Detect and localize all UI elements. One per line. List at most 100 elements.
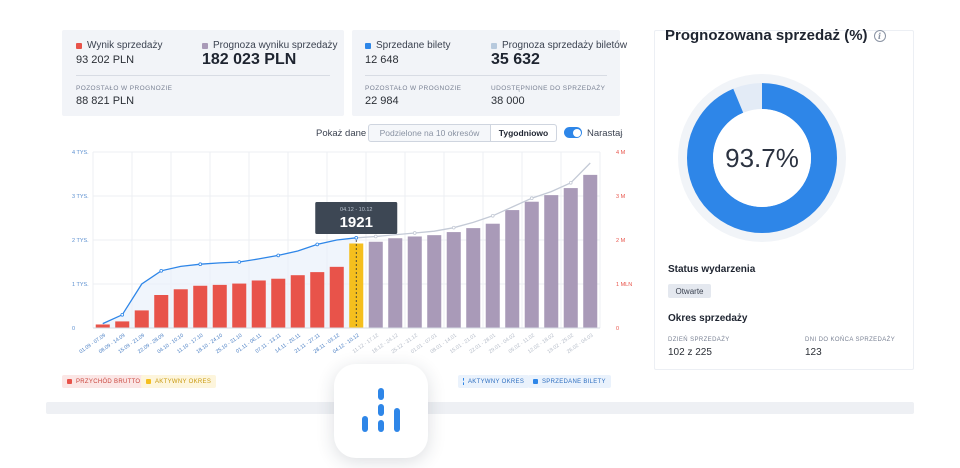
revenue-card-divider — [76, 75, 330, 76]
cumulative-toggle[interactable] — [564, 127, 582, 138]
legend-revenue-swatch — [67, 379, 72, 384]
tooltip-period: 04.12 - 10.12 — [340, 207, 372, 213]
tickets-sold-label: Sprzedane bilety — [365, 40, 451, 51]
days-left-label: Dni do końca sprzedaży — [805, 337, 896, 343]
app-icon-bar — [378, 404, 384, 416]
info-icon[interactable]: i — [873, 29, 886, 42]
tooltip-box — [315, 202, 398, 234]
tickets-point — [354, 236, 359, 240]
legend-revenue[interactable]: Przychód brutto — [62, 375, 146, 388]
bar-revenue — [95, 324, 110, 328]
y-axis-right-tick: 1 MLN — [616, 282, 632, 288]
app-icon-bar — [378, 388, 384, 400]
y-axis-left-tick: 1 TYS. — [72, 282, 89, 288]
option-weekly[interactable]: Tygodniowo — [490, 125, 556, 141]
revenue-result-label: Wynik sprzedaży — [76, 40, 163, 51]
y-axis-right-tick: 0 — [616, 326, 619, 332]
tickets-swatch — [365, 42, 371, 49]
tickets-forecast-point — [373, 234, 378, 239]
status-badge: Otwarte — [668, 284, 711, 298]
bar-forecast — [485, 223, 500, 328]
tickets-forecast-point — [451, 225, 456, 230]
revenue-forecast-label: Prognoza wyniku sprzedaży — [202, 40, 338, 51]
tickets-available-value: 38 000 — [491, 95, 525, 107]
tickets-forecast-point — [568, 180, 573, 185]
tickets-card: Sprzedane bilety 12 648 Prognoza sprzeda… — [352, 30, 627, 116]
sales-period-title: Okres sprzedaży — [668, 313, 748, 324]
legend-tickets[interactable]: Sprzedane bilety — [528, 375, 611, 388]
tickets-forecast-value: 35 632 — [491, 51, 540, 68]
bar-revenue — [329, 266, 344, 328]
revenue-card: Wynik sprzedaży 93 202 PLN Prognoza wyni… — [62, 30, 344, 116]
app-icon-bar — [394, 408, 400, 432]
bar-revenue — [310, 272, 325, 328]
legend-active-period[interactable]: Aktywny okres — [141, 375, 217, 388]
bar-revenue — [173, 289, 188, 328]
legend-active-swatch — [146, 379, 151, 384]
bar-revenue — [212, 284, 227, 328]
tickets-point — [120, 313, 125, 317]
tickets-point — [276, 253, 281, 258]
bar-forecast — [368, 241, 383, 328]
tickets-available-label: Udostępnione do sprzedaży — [491, 85, 606, 92]
tooltip-value: 1921 — [340, 214, 373, 231]
tickets-line — [102, 237, 357, 325]
tickets-forecast-swatch — [491, 42, 497, 49]
revenue-result-label-text: Wynik sprzedaży — [87, 40, 163, 51]
bar-forecast — [446, 232, 461, 328]
option-ten-periods[interactable]: Podzielone na 10 okresów — [379, 128, 480, 138]
tickets-forecast-point — [490, 214, 495, 218]
tickets-point — [237, 260, 242, 264]
bar-revenue — [290, 275, 305, 328]
legend-active-line-marker — [463, 378, 464, 385]
event-status-title: Status wydarzenia — [668, 264, 756, 275]
bar-forecast — [427, 235, 442, 328]
y-axis-left-tick: 0 — [72, 326, 75, 332]
y-axis-left-tick: 2 TYS. — [72, 238, 89, 244]
bar-forecast — [466, 228, 481, 328]
legend-tickets-label: Sprzedane bilety — [542, 378, 606, 385]
legend-active-period-line[interactable]: Aktywny okres — [458, 375, 530, 388]
forecast-donut: 93.7% — [678, 74, 846, 242]
revenue-remaining-value: 88 821 PLN — [76, 95, 135, 107]
y-axis-right-tick: 2 M — [616, 238, 626, 244]
tickets-forecast-label-text: Prognoza sprzedaży biletów — [502, 40, 628, 51]
sales-chart: 0 1 TYS. 2 TYS. 3 TYS. 4 TYS. 0 1 MLN 2 M 3 M 4 M… — [72, 150, 632, 355]
bar-forecast — [388, 238, 403, 328]
tickets-forecast-point — [412, 231, 417, 235]
revenue-remaining-label: Pozostało w prognozie — [76, 85, 173, 92]
donut-forecast-segment — [687, 83, 837, 233]
bar-chart-app-icon[interactable] — [334, 364, 428, 458]
bar-revenue — [232, 283, 247, 328]
show-data-label: Pokaż dane — [316, 128, 367, 139]
y-axis-left-tick: 3 TYS. — [72, 194, 89, 200]
bar-forecast — [524, 201, 539, 328]
app-icon-bar — [378, 420, 384, 432]
legend-active-line-label: Aktywny okres — [468, 378, 525, 385]
forecast-panel-title-text: Prognozowana sprzedaż (%) — [665, 27, 868, 44]
tickets-point — [315, 242, 320, 247]
tickets-forecast-line — [356, 162, 591, 239]
legend-active-label: Aktywny okres — [155, 378, 212, 385]
tickets-forecast-label: Prognoza sprzedaży biletów — [491, 40, 627, 51]
forecast-swatch — [202, 42, 208, 49]
bar-revenue — [271, 278, 286, 328]
revenue-forecast-label-text: Prognoza wyniku sprzedaży — [213, 40, 338, 51]
y-axis-left-tick: 4 TYS. — [72, 150, 89, 156]
tickets-remaining-value: 22 984 — [365, 95, 399, 107]
tickets-remaining-label: Pozostało w prognozie — [365, 85, 462, 92]
bar-revenue — [115, 321, 130, 328]
revenue-forecast-value: 182 023 PLN — [202, 51, 297, 68]
revenue-swatch — [76, 42, 82, 49]
bar-revenue — [251, 280, 266, 328]
bar-forecast — [583, 174, 598, 328]
legend-revenue-label: Przychód brutto — [76, 378, 141, 385]
tickets-sold-value: 12 648 — [365, 54, 399, 66]
days-left-value: 123 — [805, 347, 822, 358]
tickets-point — [198, 262, 203, 266]
tickets-forecast-point — [529, 196, 534, 200]
sales-day-value: 102 z 225 — [668, 347, 712, 358]
y-axis-right-tick: 4 M — [616, 150, 626, 156]
donut-percent-label: 93.7% — [725, 143, 799, 173]
bar-forecast — [505, 210, 520, 328]
